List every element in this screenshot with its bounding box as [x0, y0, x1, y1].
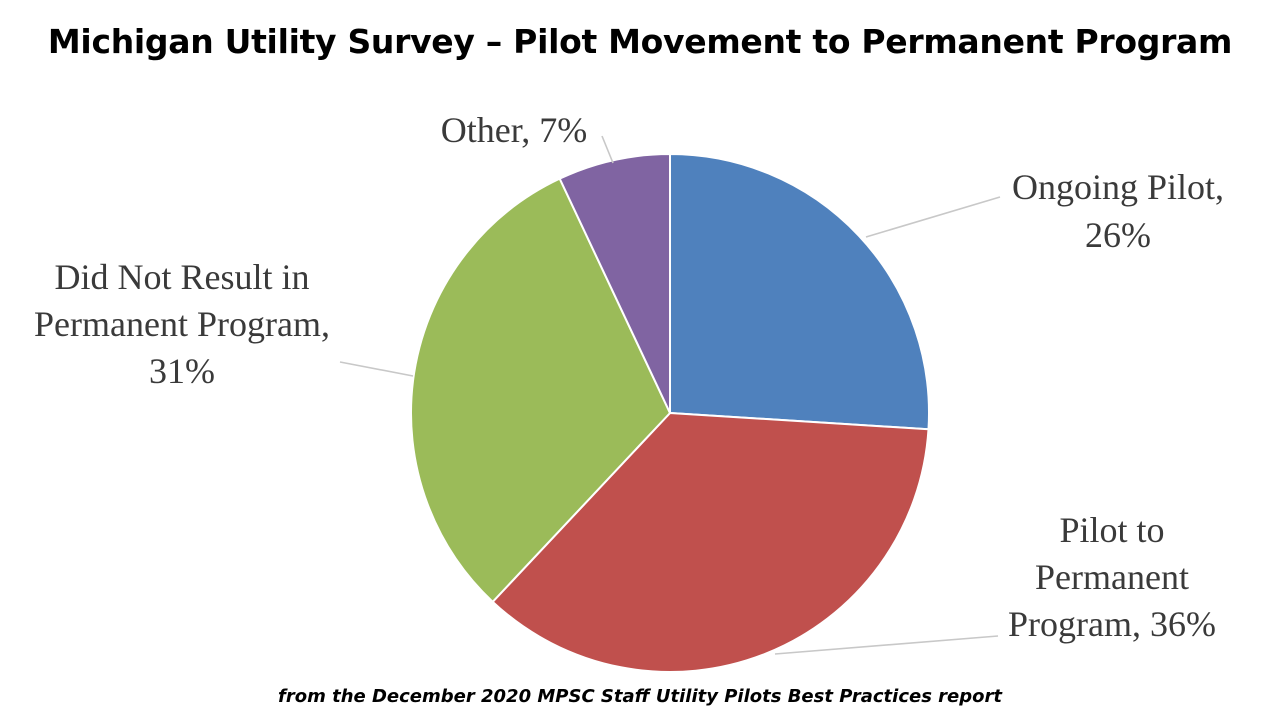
- pie-slice-other: [558, 152, 671, 414]
- source-caption: from the December 2020 MPSC Staff Utilit…: [278, 686, 1002, 707]
- leader-line: [339, 361, 414, 377]
- chart-title: Michigan Utility Survey – Pilot Movement…: [47, 22, 1233, 61]
- leader-line: [774, 635, 999, 655]
- leader-lines: [339, 135, 1001, 655]
- leader-line: [601, 135, 614, 164]
- slice-labels: Ongoing Pilot, 26% Pilot to Permanent Progra…: [34, 110, 1224, 644]
- pie-slice-ongoing-pilot: [669, 152, 930, 431]
- slice-label: Did Not Result in Permanent Program, 31%: [34, 257, 330, 391]
- pie-slices: [410, 152, 930, 673]
- pie-slice-pilot-to-permanent-program: [491, 411, 930, 673]
- leader-line: [865, 196, 1001, 238]
- slice-label: Pilot to Permanent Program, 36%: [1008, 510, 1216, 644]
- pie-slice-did-not-result-in-permanent-program: [410, 177, 672, 604]
- slice-label: Other, 7%: [441, 110, 588, 150]
- slice-label: Ongoing Pilot, 26%: [1012, 167, 1224, 255]
